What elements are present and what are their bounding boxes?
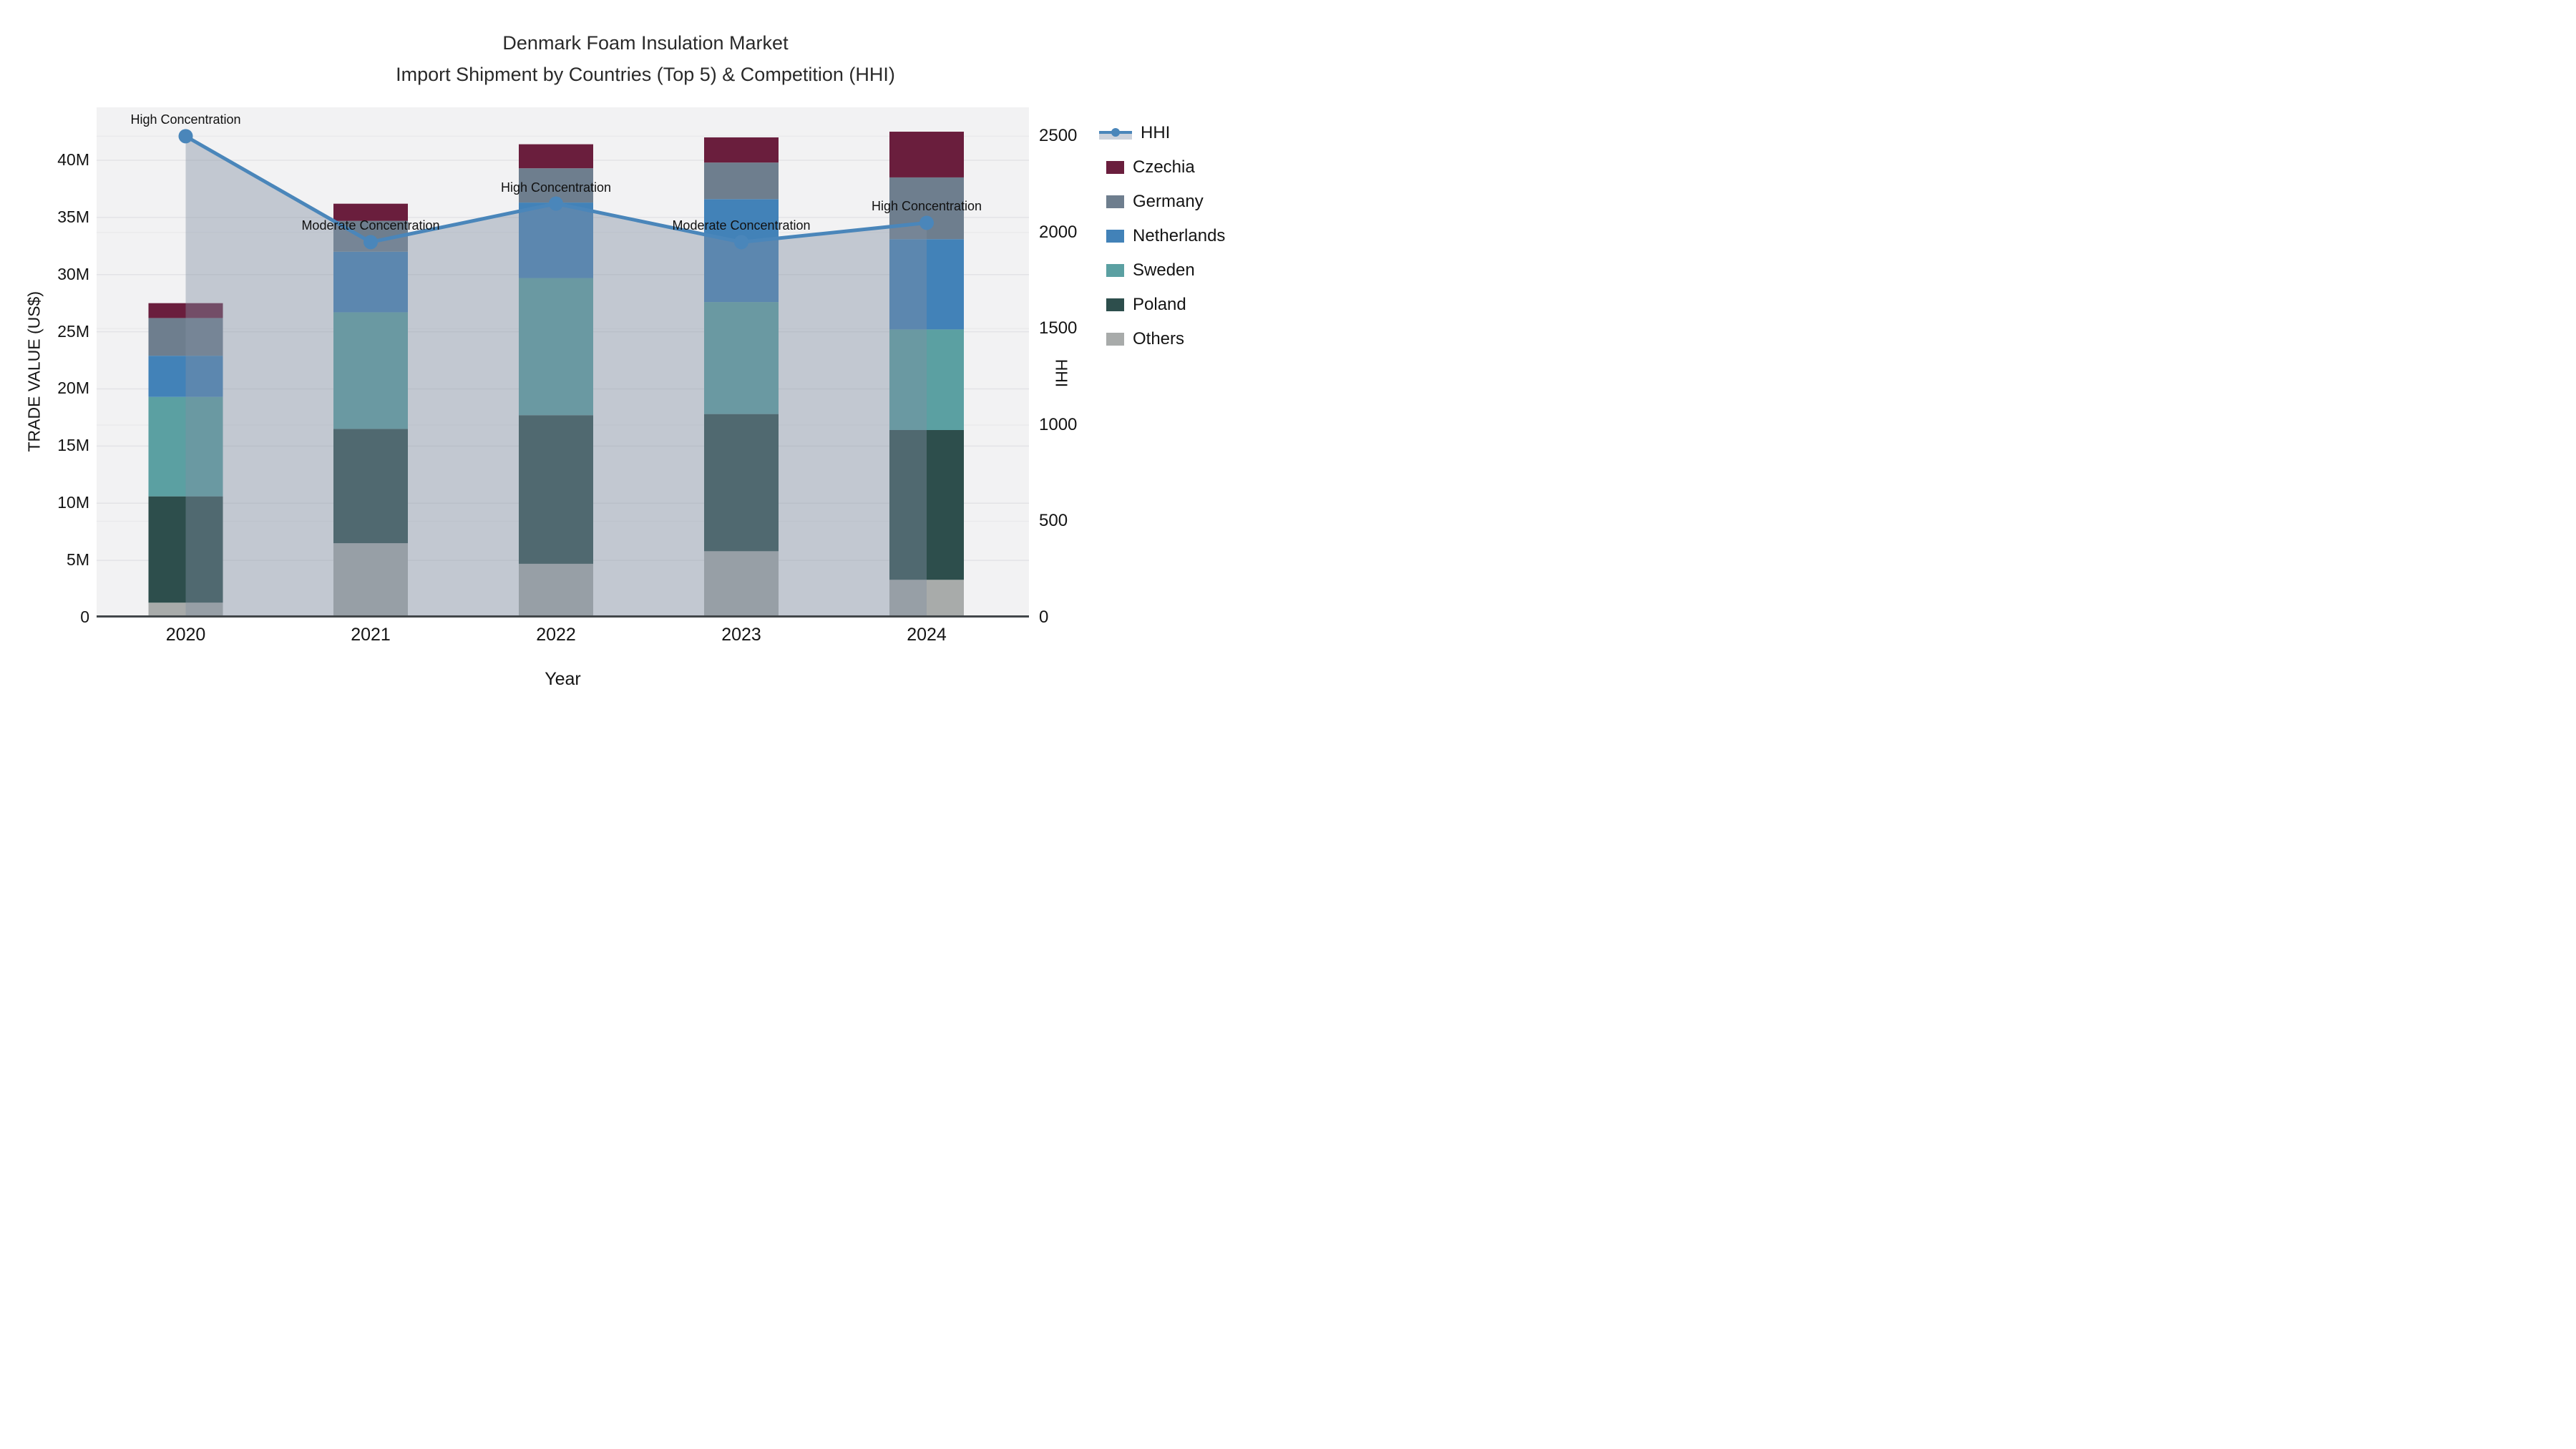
y-tick-0: 0 bbox=[80, 608, 89, 626]
annotation-2023: Moderate Concentration bbox=[672, 218, 811, 233]
y-tick-15M: 15M bbox=[57, 436, 89, 455]
hhi-area-fill bbox=[185, 136, 927, 618]
bar-segment-2022-poland[interactable] bbox=[519, 415, 593, 564]
legend-item-others[interactable]: Others bbox=[1106, 329, 1225, 348]
legend-swatch-poland bbox=[1106, 298, 1124, 311]
y-tick-40M: 40M bbox=[57, 150, 89, 169]
bar-segment-2021-netherlands[interactable] bbox=[333, 251, 408, 313]
bar-segment-2022-others[interactable] bbox=[519, 563, 593, 618]
bar-2022 bbox=[519, 144, 593, 618]
hhi-tick-2500: 2500 bbox=[1039, 126, 1078, 146]
bar-segment-2024-czechia[interactable] bbox=[889, 132, 964, 177]
annotation-2020: High Concentration bbox=[130, 112, 241, 127]
x-axis-title: Year bbox=[545, 669, 581, 689]
legend-item-sweden[interactable]: Sweden bbox=[1106, 260, 1225, 280]
bar-segment-2024-netherlands[interactable] bbox=[889, 239, 964, 330]
hhi-line-icon bbox=[1099, 127, 1132, 140]
bar-segment-2021-poland[interactable] bbox=[333, 429, 408, 544]
hhi-marker-2024[interactable] bbox=[919, 215, 934, 230]
x-tick-2023: 2023 bbox=[721, 625, 761, 645]
bar-segment-2023-czechia[interactable] bbox=[704, 137, 779, 163]
legend: HHI Czechia Germany Netherlands Sweden Poland… bbox=[1099, 122, 1225, 364]
legend-swatch-germany bbox=[1106, 195, 1124, 208]
legend-label: Netherlands bbox=[1133, 225, 1226, 245]
bar-segment-2024-others[interactable] bbox=[889, 580, 964, 618]
bar-segment-2021-sweden[interactable] bbox=[333, 312, 408, 429]
x-tick-2024: 2024 bbox=[907, 625, 947, 645]
legend-label: Sweden bbox=[1133, 260, 1195, 280]
annotation-2024: High Concentration bbox=[871, 199, 982, 214]
bar-2020 bbox=[148, 303, 223, 618]
legend-label: HHI bbox=[1141, 122, 1171, 142]
legend-item-germany[interactable]: Germany bbox=[1106, 192, 1225, 211]
bar-segment-2021-czechia[interactable] bbox=[333, 203, 408, 221]
legend-item-netherlands[interactable]: Netherlands bbox=[1106, 226, 1225, 245]
bar-segment-2020-germany[interactable] bbox=[148, 318, 223, 356]
legend-swatch-czechia bbox=[1106, 160, 1124, 174]
chart-figure: Denmark Foam Insulation Market Import Sh… bbox=[0, 0, 1288, 725]
bar-segment-2020-poland[interactable] bbox=[148, 496, 223, 603]
hhi-axis-title: HHI bbox=[1052, 358, 1071, 388]
x-tick-2020: 2020 bbox=[165, 625, 206, 645]
legend-label: Czechia bbox=[1133, 157, 1195, 177]
x-tick-2022: 2022 bbox=[536, 625, 576, 645]
bar-segment-2023-others[interactable] bbox=[704, 551, 779, 618]
bar-segment-2020-czechia[interactable] bbox=[148, 303, 223, 318]
hhi-marker-2020[interactable] bbox=[178, 129, 193, 144]
bar-segment-2022-sweden[interactable] bbox=[519, 278, 593, 416]
y-tick-5M: 5M bbox=[67, 550, 89, 570]
legend-swatch-netherlands bbox=[1106, 229, 1124, 243]
y-tick-30M: 30M bbox=[57, 264, 89, 283]
y-tick-20M: 20M bbox=[57, 379, 89, 398]
hhi-tick-0: 0 bbox=[1039, 608, 1049, 627]
hhi-tick-2000: 2000 bbox=[1039, 222, 1078, 242]
legend-item-czechia[interactable]: Czechia bbox=[1106, 157, 1225, 177]
chart-title-line1: Denmark Foam Insulation Market bbox=[502, 32, 789, 54]
bar-segment-2020-netherlands[interactable] bbox=[148, 356, 223, 397]
bar-2023 bbox=[704, 137, 779, 618]
annotation-2022: High Concentration bbox=[500, 180, 612, 195]
bar-segment-2023-poland[interactable] bbox=[704, 414, 779, 552]
chart-title-line2: Import Shipment by Countries (Top 5) & C… bbox=[396, 64, 895, 85]
bar-segment-2023-netherlands[interactable] bbox=[704, 199, 779, 303]
hhi-tick-1000: 1000 bbox=[1039, 414, 1078, 434]
bar-2024 bbox=[889, 132, 964, 618]
hhi-marker-2022[interactable] bbox=[549, 196, 563, 211]
hhi-marker-2023[interactable] bbox=[734, 235, 748, 250]
bar-segment-2020-others[interactable] bbox=[148, 602, 223, 618]
chart-canvas bbox=[97, 129, 1029, 618]
bar-segment-2023-sweden[interactable] bbox=[704, 302, 779, 414]
annotation-2021: Moderate Concentration bbox=[301, 218, 440, 233]
bar-segment-2023-germany[interactable] bbox=[704, 162, 779, 200]
legend-item-poland[interactable]: Poland bbox=[1106, 295, 1225, 314]
legend-label: Others bbox=[1133, 328, 1185, 348]
bar-segment-2022-netherlands[interactable] bbox=[519, 203, 593, 278]
bar-segment-2022-czechia[interactable] bbox=[519, 144, 593, 169]
bar-segment-2021-others[interactable] bbox=[333, 543, 408, 618]
bar-segment-2020-sweden[interactable] bbox=[148, 396, 223, 497]
legend-swatch-others bbox=[1106, 332, 1124, 346]
bar-segment-2024-sweden[interactable] bbox=[889, 329, 964, 430]
y-tick-25M: 25M bbox=[57, 321, 89, 341]
hhi-marker-2021[interactable] bbox=[364, 235, 378, 250]
hhi-tick-500: 500 bbox=[1039, 511, 1068, 531]
legend-swatch-sweden bbox=[1106, 263, 1124, 277]
y-tick-35M: 35M bbox=[57, 207, 89, 226]
x-tick-2021: 2021 bbox=[351, 625, 391, 645]
hhi-tick-1500: 1500 bbox=[1039, 318, 1078, 338]
legend-label: Poland bbox=[1133, 294, 1186, 314]
bar-segment-2024-poland[interactable] bbox=[889, 429, 964, 580]
y-axis-title: TRADE VALUE (US$) bbox=[24, 291, 44, 452]
y-tick-10M: 10M bbox=[57, 493, 89, 512]
legend-label: Germany bbox=[1133, 191, 1204, 211]
legend-item-hhi[interactable]: HHI bbox=[1099, 122, 1225, 142]
